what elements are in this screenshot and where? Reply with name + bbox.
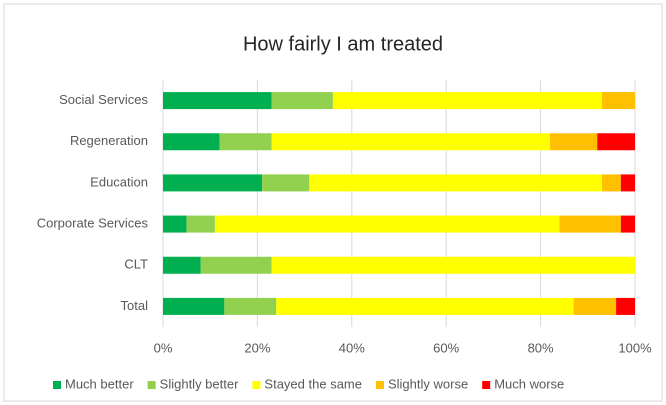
bar-segment [271, 92, 333, 110]
bar-segment [550, 133, 598, 151]
bar-segment [601, 174, 621, 192]
bar-segment [200, 256, 272, 274]
y-tick-label: CLT [124, 257, 148, 272]
legend-swatch [252, 381, 261, 389]
y-tick-label: Regeneration [70, 133, 148, 148]
legend-label: Much worse [494, 376, 564, 391]
y-tick-label: Corporate Services [37, 216, 149, 231]
legend-swatch [375, 381, 384, 389]
bar-segment [163, 215, 187, 233]
x-tick-label: 100% [618, 340, 652, 355]
bar-segment [219, 133, 272, 151]
bar-segment [276, 297, 574, 315]
bar-segment [573, 297, 617, 315]
bar-segment [163, 92, 272, 110]
x-tick-label: 60% [433, 340, 459, 355]
bar-segment [309, 174, 602, 192]
bar-segment [224, 297, 277, 315]
legend-label: Slightly better [160, 376, 239, 391]
y-tick-label: Total [121, 298, 149, 313]
bar-segment [620, 215, 635, 233]
bar-segment [601, 92, 635, 110]
bar-segment [186, 215, 215, 233]
bar-segment [163, 256, 201, 274]
bar-segment [271, 133, 551, 151]
legend-label: Stayed the same [264, 376, 362, 391]
x-tick-label: 20% [244, 340, 270, 355]
bar-segment [559, 215, 621, 233]
x-tick-label: 40% [339, 340, 365, 355]
chart-title: How fairly I am treated [243, 33, 443, 55]
bar-segment [214, 215, 560, 233]
bar-segment [163, 297, 225, 315]
x-tick-label: 0% [154, 340, 173, 355]
bar-segment [597, 133, 635, 151]
y-tick-label: Social Services [59, 92, 148, 107]
legend-swatch [482, 381, 491, 389]
legend-label: Much better [65, 376, 134, 391]
bar-segment [271, 256, 635, 274]
bar-segment [616, 297, 635, 315]
x-tick-label: 80% [528, 340, 554, 355]
bar-segment [620, 174, 635, 192]
y-tick-label: Education [90, 174, 148, 189]
bar-segment [163, 133, 220, 151]
legend-swatch [53, 381, 61, 389]
legend-label: Slightly worse [388, 376, 468, 391]
bar-segment [262, 174, 310, 192]
chart-border [3, 3, 663, 402]
bar-segment [163, 174, 263, 192]
legend-swatch [147, 381, 156, 389]
bar-segment [332, 92, 602, 110]
